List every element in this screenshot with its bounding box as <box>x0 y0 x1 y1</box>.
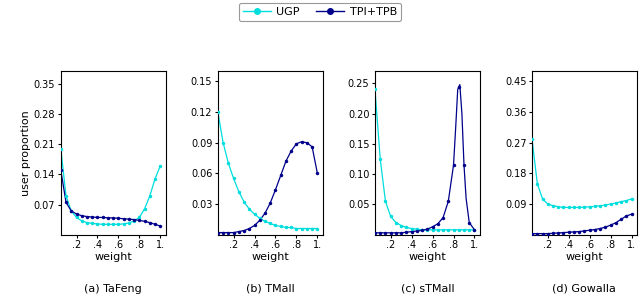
Legend: UGP, TPI+TPB: UGP, TPI+TPB <box>239 3 401 21</box>
X-axis label: weight: weight <box>566 252 604 262</box>
Title: (c) sTMall: (c) sTMall <box>401 284 454 294</box>
Y-axis label: user proportion: user proportion <box>21 110 31 196</box>
Title: (b) TMall: (b) TMall <box>246 284 294 294</box>
X-axis label: weight: weight <box>252 252 289 262</box>
Title: (a) TaFeng: (a) TaFeng <box>84 284 142 294</box>
Title: (d) Gowalla: (d) Gowalla <box>552 284 616 294</box>
X-axis label: weight: weight <box>408 252 446 262</box>
X-axis label: weight: weight <box>94 252 132 262</box>
